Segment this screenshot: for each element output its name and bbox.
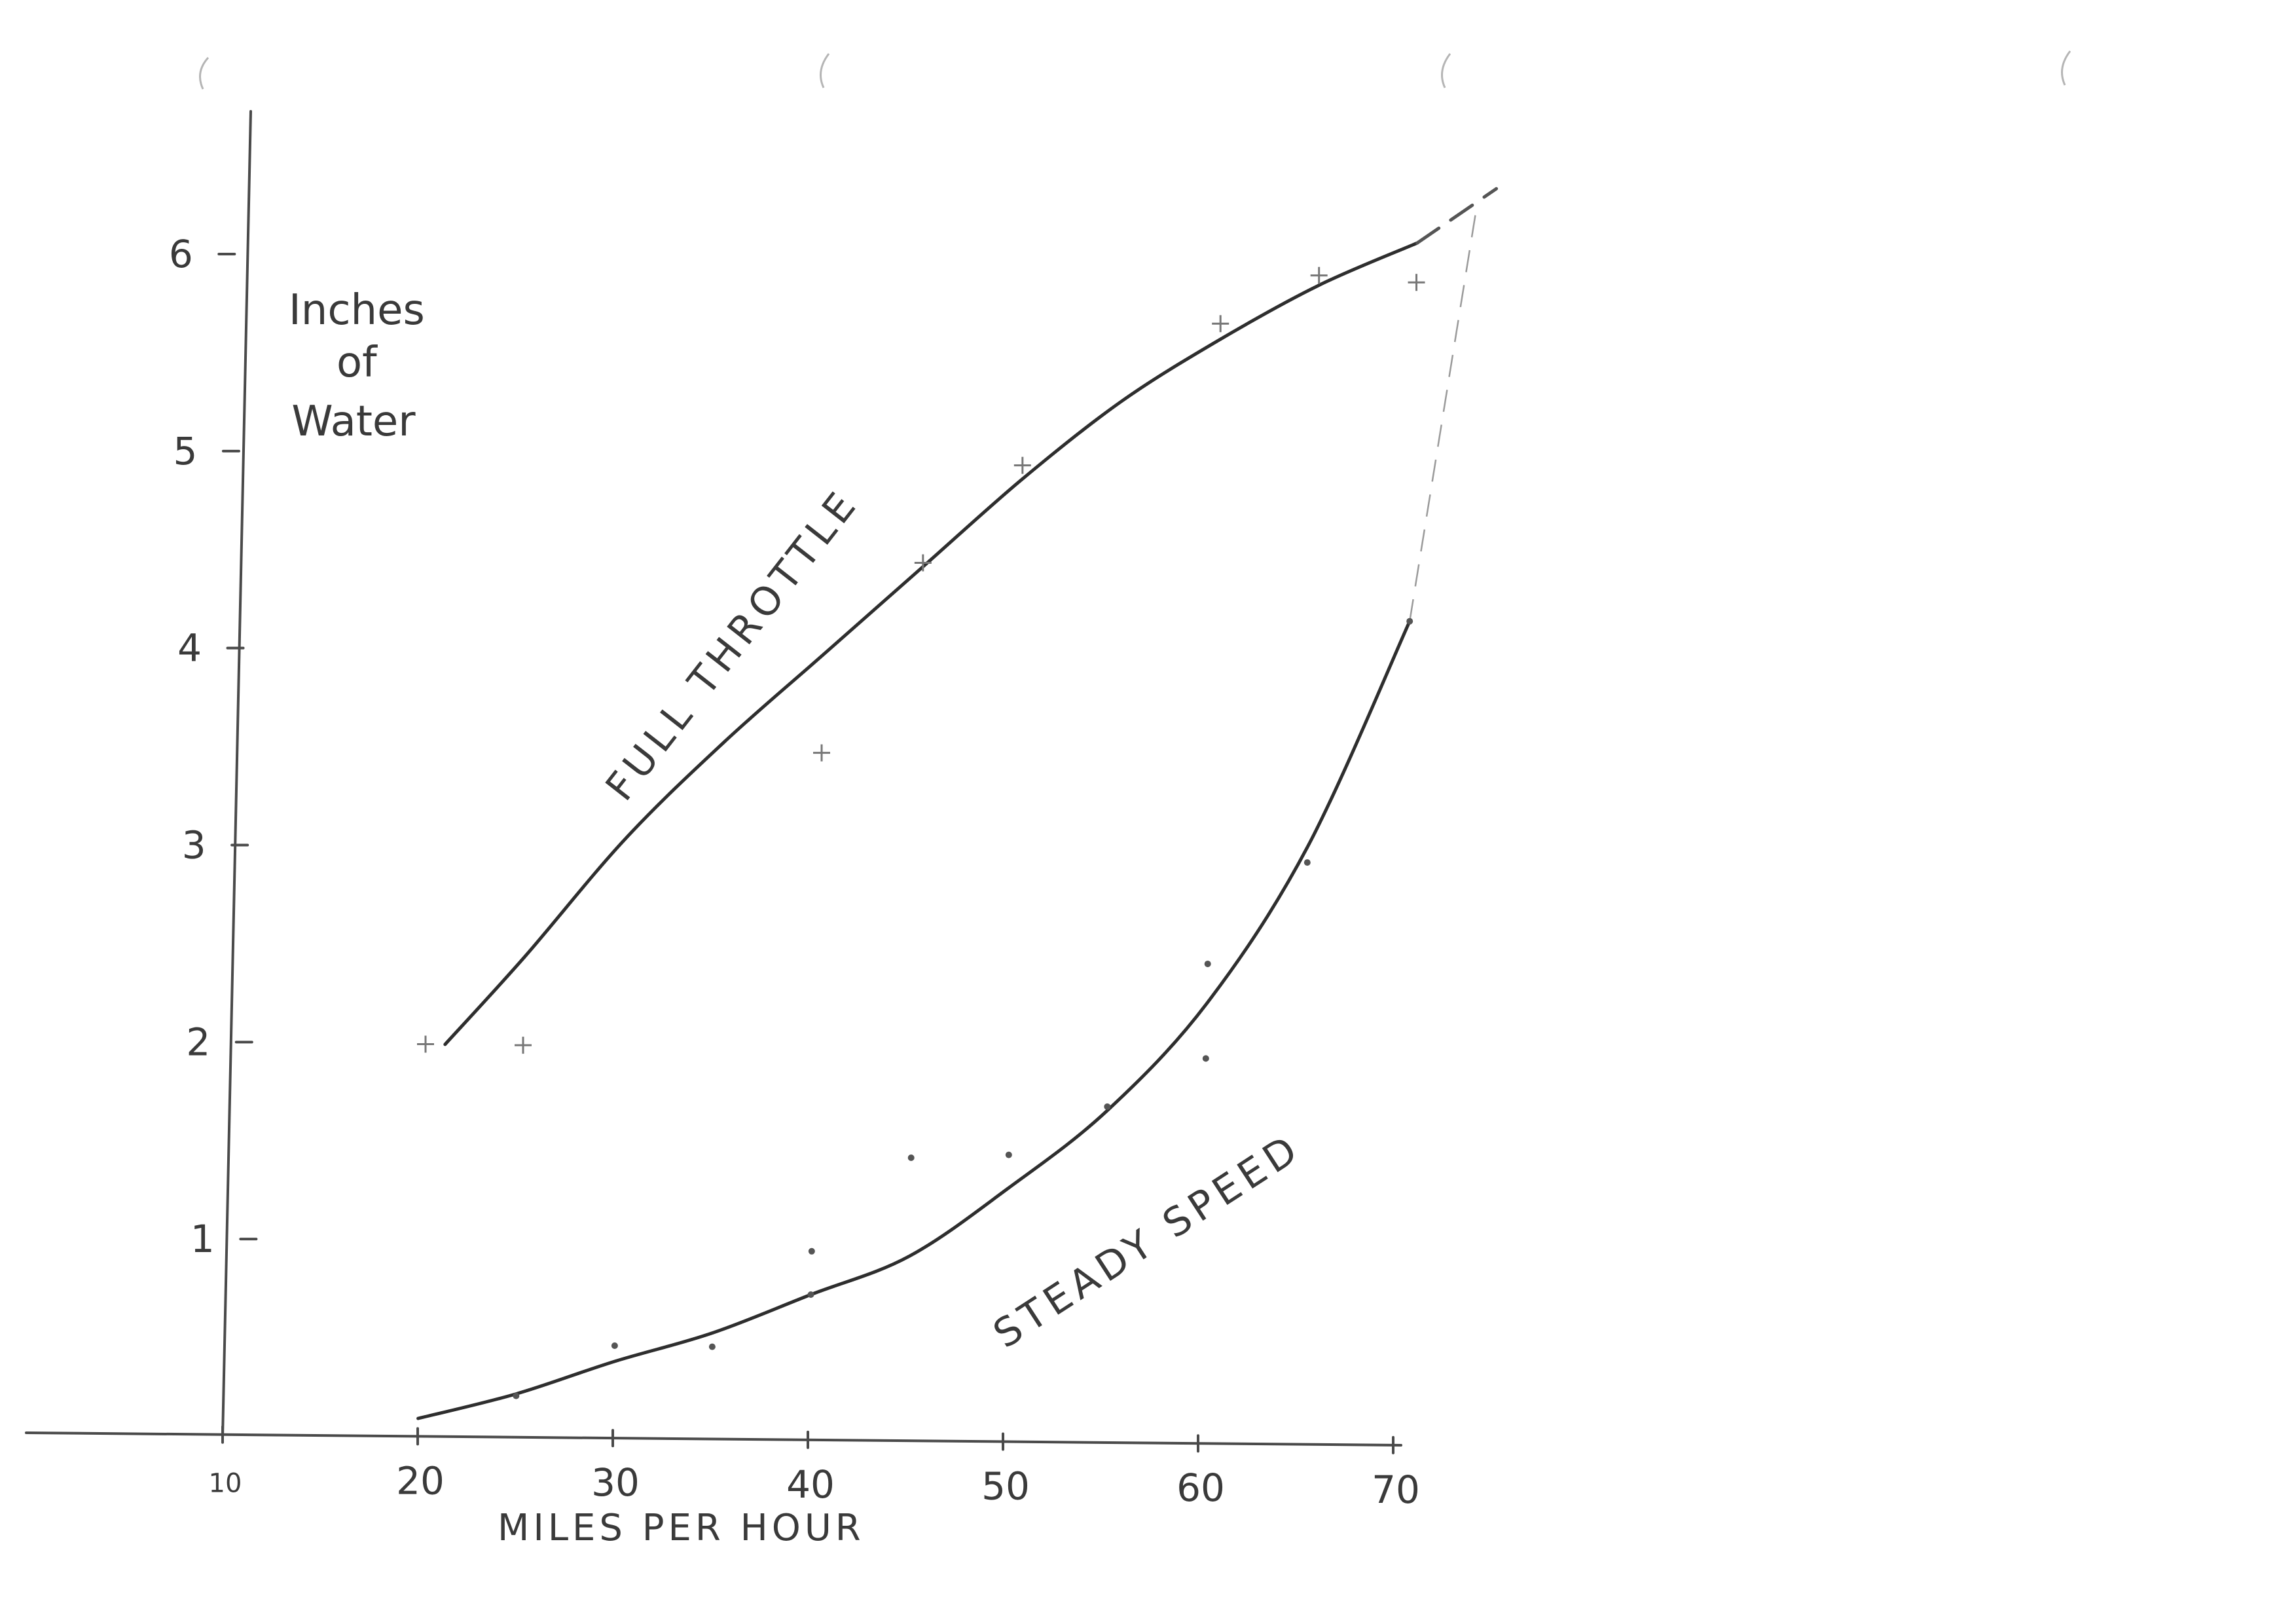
x-tick-label: 40 <box>786 1462 835 1507</box>
full-throttle-point <box>1408 274 1425 291</box>
steady-speed-point <box>807 1291 814 1298</box>
steady-speed-point <box>907 1154 915 1161</box>
y-axis-label: Inches of Water <box>289 286 438 446</box>
y-axis-label-line-1: Inches <box>289 286 425 335</box>
steady-speed-point <box>708 1343 716 1350</box>
axes <box>25 110 1402 1447</box>
y-tick-label: 4 <box>177 626 202 671</box>
x-axis-label: MILES PER HOUR <box>498 1507 865 1549</box>
full-throttle-point <box>515 1037 532 1054</box>
steady-speed-point <box>1202 1055 1209 1062</box>
y-axis-label-line-3: Water <box>291 397 416 446</box>
y-axis <box>221 110 252 1439</box>
x-tick-label: 20 <box>396 1458 445 1503</box>
series-full-throttle: FULL THROTTLE <box>417 187 1499 1054</box>
y-tick-label: 3 <box>182 823 206 868</box>
x-tick-label: 10 <box>209 1469 242 1499</box>
steady-speed-point <box>808 1247 815 1255</box>
steady-speed-point <box>1406 618 1413 625</box>
punch-marks <box>199 50 2071 90</box>
y-axis-label-line-2: of <box>337 339 378 387</box>
steady-speed-extrapolation <box>1408 208 1478 621</box>
full-throttle-curve <box>443 241 1419 1046</box>
full-throttle-extrapolation <box>1415 187 1499 245</box>
steady-speed-point <box>611 1342 618 1349</box>
y-tick-label: 5 <box>173 429 197 473</box>
x-tick-label: 70 <box>1372 1467 1420 1512</box>
full-throttle-point <box>914 554 932 572</box>
steady-speed-point <box>1005 1151 1012 1158</box>
x-tick-label: 50 <box>981 1464 1030 1508</box>
y-tick-label: 1 <box>191 1217 215 1261</box>
ticks <box>217 253 1394 1454</box>
steady-speed-point <box>1204 960 1211 967</box>
full-throttle-label: FULL THROTTLE <box>597 481 868 809</box>
steady-speed-point <box>1104 1103 1111 1110</box>
x-tick-label: 30 <box>591 1460 640 1505</box>
tick-labels: 1 2 3 4 5 6 10 20 30 40 50 60 70 <box>169 232 1420 1512</box>
y-tick-label: 6 <box>169 232 193 276</box>
full-throttle-point <box>1310 267 1328 284</box>
steady-speed-point <box>513 1392 520 1399</box>
series-group: FULL THROTTLE STEADY SPEED <box>416 187 1499 1420</box>
full-throttle-point <box>813 744 830 762</box>
y-tick-label: 2 <box>186 1020 210 1064</box>
x-axis <box>25 1431 1402 1447</box>
full-throttle-point <box>417 1035 434 1053</box>
steady-speed-point <box>1303 859 1311 866</box>
steady-speed-label: STEADY SPEED <box>985 1125 1309 1357</box>
steady-speed-curve <box>416 619 1412 1420</box>
full-throttle-point <box>1013 456 1031 474</box>
full-throttle-point <box>1212 315 1230 333</box>
x-tick-label: 60 <box>1176 1466 1225 1510</box>
series-steady-speed: STEADY SPEED <box>416 208 1478 1420</box>
